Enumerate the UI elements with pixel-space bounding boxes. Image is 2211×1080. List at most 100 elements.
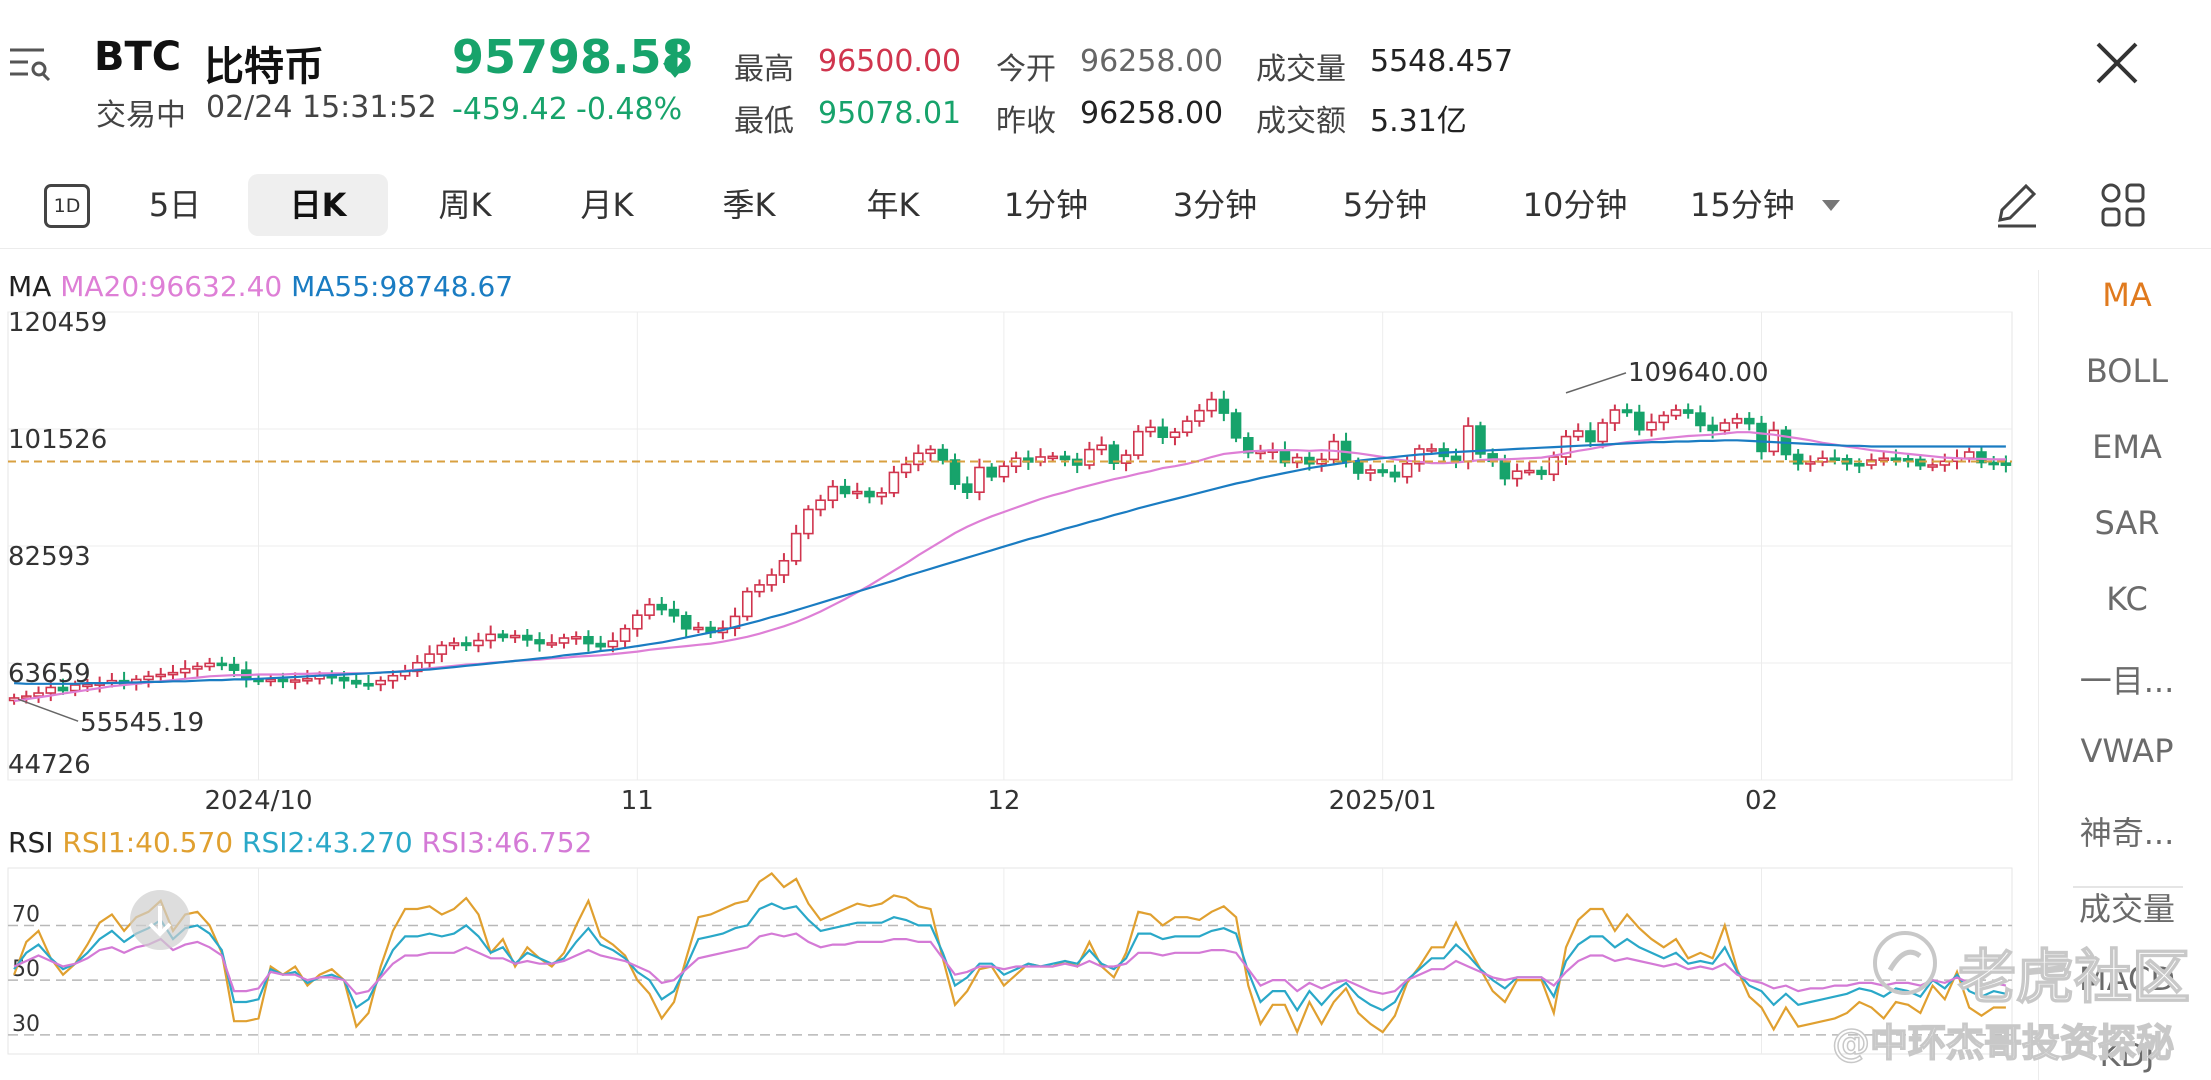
candle-body bbox=[1133, 430, 1144, 456]
candle-body bbox=[485, 633, 496, 642]
indicator-3[interactable]: EMA bbox=[2092, 428, 2162, 466]
stat-value: 96500.00 bbox=[818, 44, 962, 79]
candle-body bbox=[375, 679, 386, 686]
min-price-label: 55545.19 bbox=[80, 708, 204, 738]
candle-body bbox=[412, 661, 423, 673]
ma20-legend: MA20:96632.40 bbox=[60, 270, 283, 303]
rsi-legend: RSI RSI1:40.570 RSI2:43.270 RSI3:46.752 bbox=[8, 826, 592, 859]
candle-body bbox=[1939, 460, 1951, 466]
tab-10[interactable]: 10分钟 bbox=[1522, 186, 1628, 224]
candle-body bbox=[350, 679, 362, 685]
indicator-6[interactable]: 一目... bbox=[2079, 662, 2175, 700]
indicator-1[interactable]: MA bbox=[2102, 276, 2152, 314]
candle-body bbox=[1878, 457, 1889, 462]
rsi-line-1 bbox=[13, 872, 2006, 1035]
candle-body bbox=[827, 485, 839, 502]
indicator-10[interactable]: MACD bbox=[2079, 960, 2175, 998]
candle-body bbox=[363, 682, 374, 687]
candle-body bbox=[1120, 454, 1132, 464]
candle-body bbox=[961, 483, 973, 493]
candle-body bbox=[1719, 422, 1731, 432]
close-icon[interactable] bbox=[2094, 40, 2140, 86]
stat-value: 96258.00 bbox=[1080, 44, 1224, 79]
menu-icon[interactable] bbox=[8, 44, 52, 84]
candle-body bbox=[1646, 421, 1657, 431]
candle-body bbox=[1743, 417, 1755, 425]
rsi-legend-name: RSI bbox=[8, 826, 54, 859]
candle-body bbox=[607, 640, 619, 648]
rsi-tick-label: 30 bbox=[12, 1012, 40, 1037]
candle-body bbox=[1927, 464, 1938, 468]
candle-body bbox=[2000, 462, 2012, 466]
tab-7[interactable]: 1分钟 bbox=[1003, 186, 1089, 224]
max-price-label: 109640.00 bbox=[1628, 358, 1769, 388]
candle-body bbox=[57, 686, 69, 692]
indicator-8[interactable]: 神奇... bbox=[2079, 814, 2175, 852]
candle-body bbox=[1108, 444, 1120, 464]
candle-body bbox=[1511, 470, 1523, 480]
watermark-author: @中环杰哥投资探秘 bbox=[1831, 1020, 2175, 1066]
indicator-11[interactable]: KDJ bbox=[2099, 1036, 2155, 1074]
candle-body bbox=[509, 634, 521, 639]
rsi-frame bbox=[7, 867, 2013, 1055]
tab-11[interactable]: 15分钟 bbox=[1690, 186, 1795, 224]
stat-value: 5.31亿 bbox=[1370, 104, 1467, 139]
candle-body bbox=[265, 678, 277, 683]
dropdown-caret-icon[interactable] bbox=[1822, 200, 1840, 212]
period-tabs: 1D 5日 日K 周K 月K 季K 年K 1分钟 3分钟 5分钟 10分钟 15分钟 bbox=[0, 162, 2211, 249]
quote-header: BTC 比特币 交易中 02/24 15:31:52 95798.58 -459… bbox=[0, 0, 2211, 150]
sidebar-separator bbox=[2073, 886, 2183, 888]
rsi-line-2 bbox=[13, 902, 2007, 1013]
candle-body bbox=[302, 678, 313, 682]
max-annotation-leader bbox=[1565, 372, 1627, 394]
candle-body bbox=[82, 683, 93, 688]
candle-body bbox=[497, 633, 509, 639]
tab-4[interactable]: 月K bbox=[580, 186, 634, 224]
pencil-icon[interactable] bbox=[1992, 180, 2042, 230]
min-annotation-leader bbox=[17, 698, 79, 722]
tab-2[interactable]: 日K bbox=[248, 174, 388, 236]
indicator-2[interactable]: BOLL bbox=[2085, 352, 2169, 390]
tab-1[interactable]: 5日 bbox=[148, 186, 202, 224]
candle-body bbox=[1145, 426, 1156, 433]
candle-body bbox=[583, 635, 594, 645]
scroll-down-icon[interactable] bbox=[130, 890, 190, 950]
candlestick-chart[interactable]: 109640.00 55545.19 bbox=[0, 300, 2030, 820]
stat-value: 96258.00 bbox=[1080, 96, 1224, 131]
candle-body bbox=[741, 590, 753, 618]
candle-body bbox=[949, 459, 961, 485]
price-change: -459.42 bbox=[452, 92, 568, 127]
candle-body bbox=[522, 634, 533, 641]
candle-body bbox=[815, 499, 826, 511]
grid-icon[interactable] bbox=[2100, 182, 2146, 228]
candle-body bbox=[1206, 398, 1217, 412]
indicator-5[interactable]: KC bbox=[2106, 580, 2148, 618]
candle-body bbox=[448, 642, 460, 647]
trading-status: 交易中 bbox=[96, 98, 186, 133]
candle-body bbox=[766, 574, 778, 586]
candle-body bbox=[1524, 469, 1535, 474]
candle-body bbox=[1377, 469, 1388, 474]
tab-6[interactable]: 年K bbox=[866, 186, 920, 224]
tab-5[interactable]: 季K bbox=[722, 186, 776, 224]
rsi-tick-label: 70 bbox=[12, 902, 40, 927]
tab-8[interactable]: 3分钟 bbox=[1172, 186, 1258, 224]
candle-body bbox=[1988, 461, 1999, 466]
candle-body bbox=[1658, 414, 1670, 424]
indicator-4[interactable]: SAR bbox=[2094, 504, 2160, 542]
tab-3[interactable]: 周K bbox=[438, 186, 492, 224]
indicator-9[interactable]: 成交量 bbox=[2078, 890, 2175, 928]
symbol-name: 比特币 bbox=[204, 44, 324, 90]
candle-body bbox=[1401, 462, 1413, 478]
ma55-legend: MA55:98748.67 bbox=[291, 270, 514, 303]
candle-body bbox=[1084, 448, 1095, 466]
indicator-7[interactable]: VWAP bbox=[2080, 732, 2174, 770]
candle-body bbox=[1976, 451, 1987, 464]
period-icon[interactable]: 1D bbox=[44, 184, 90, 228]
stat-label: 昨收 bbox=[996, 104, 1056, 139]
candle-body bbox=[45, 686, 57, 694]
stat-label: 今开 bbox=[996, 52, 1056, 87]
candle-body bbox=[277, 678, 289, 683]
tab-9[interactable]: 5分钟 bbox=[1342, 186, 1428, 224]
